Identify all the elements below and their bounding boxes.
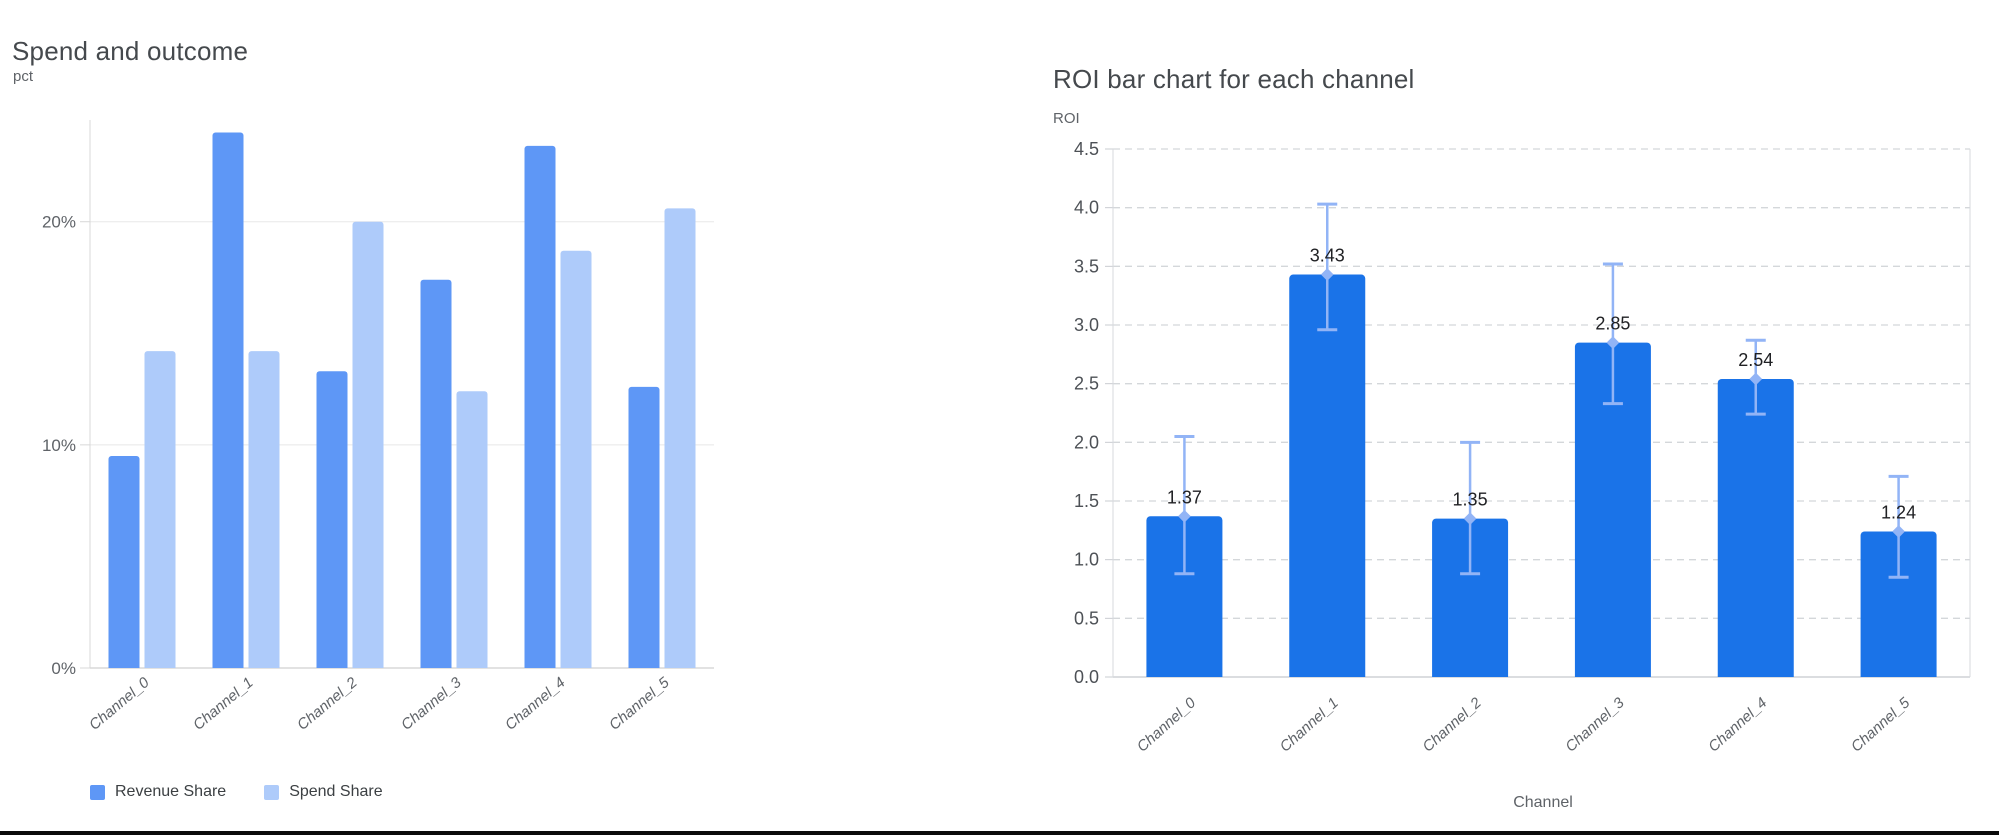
bar-roi-channel_1[interactable]	[1289, 274, 1366, 677]
bar-revenue-share-channel_1[interactable]	[212, 132, 244, 668]
y-tick-label: 4.0	[1074, 198, 1099, 218]
y-tick-label: 20%	[42, 213, 76, 232]
bar-revenue-share-channel_5[interactable]	[628, 386, 660, 668]
y-tick-label: 2.0	[1074, 432, 1099, 452]
bar-revenue-share-channel_2[interactable]	[316, 371, 348, 668]
bar-value-label: 3.43	[1310, 246, 1345, 266]
x-category-label: Channel_5	[606, 674, 673, 734]
roi-title: ROI bar chart for each channel	[1053, 63, 1415, 94]
spend-share-swatch	[264, 784, 280, 800]
y-tick-label: 0.0	[1074, 667, 1099, 687]
bar-roi-channel_0[interactable]	[1146, 516, 1223, 677]
bar-revenue-share-channel_0[interactable]	[108, 456, 140, 668]
bar-value-label: 2.85	[1595, 314, 1630, 334]
bar-roi-channel_4[interactable]	[1717, 378, 1794, 677]
y-tick-label: 3.5	[1074, 256, 1099, 276]
y-tick-label: 4.5	[1074, 139, 1099, 159]
bar-spend-share-channel_0[interactable]	[144, 351, 176, 668]
x-category-label: Channel_3	[398, 674, 465, 734]
y-tick-label: 1.0	[1074, 550, 1099, 570]
x-category-label: Channel_4	[1705, 694, 1770, 755]
roi-y-unit-label: ROI	[1053, 110, 1080, 127]
y-tick-label: 2.5	[1074, 374, 1099, 394]
bar-value-label: 2.54	[1738, 350, 1773, 370]
x-category-label: Channel_3	[1562, 694, 1628, 756]
spend-outcome-plot: 0% 10% 20% Channel_0 Channel_1 Channel_2 Chann…	[42, 120, 714, 734]
bar-revenue-share-channel_3[interactable]	[420, 279, 452, 668]
x-category-label: Channel_2	[1419, 694, 1485, 756]
spend-share-legend-label: Spend Share	[289, 783, 383, 800]
y-tick-label: 0.5	[1074, 608, 1099, 628]
spend-outcome-title: Spend and outcome	[12, 35, 249, 66]
bar-roi-channel_5[interactable]	[1860, 531, 1937, 677]
bar-spend-share-channel_1[interactable]	[248, 351, 280, 668]
bar-roi-channel_2[interactable]	[1432, 518, 1509, 677]
y-tick-label: 1.5	[1074, 491, 1099, 511]
bar-value-label: 1.37	[1167, 487, 1202, 507]
x-category-label: Channel_1	[190, 674, 257, 734]
spend-outcome-y-unit-label: pct	[13, 68, 34, 85]
y-tick-label: 0%	[51, 659, 76, 678]
bar-spend-share-channel_2[interactable]	[352, 221, 384, 669]
bar-value-label: 1.35	[1453, 490, 1488, 510]
spend-outcome-legend: Revenue Share Spend Share	[90, 783, 383, 801]
bar-roi-channel_3[interactable]	[1574, 342, 1651, 677]
error-bar-marker	[1606, 336, 1620, 349]
bar-spend-share-channel_3[interactable]	[456, 391, 488, 668]
legend-item-revenue-share: Revenue Share	[90, 783, 226, 801]
error-bar-marker	[1178, 509, 1191, 523]
revenue-share-legend-label: Revenue Share	[115, 783, 227, 800]
x-category-label: Channel_4	[502, 674, 569, 734]
x-category-label: Channel_0	[86, 674, 153, 734]
x-category-label: Channel_2	[294, 674, 361, 734]
error-bar-marker	[1892, 525, 1905, 538]
x-category-label: Channel_0	[1134, 694, 1200, 756]
y-tick-label: 10%	[42, 436, 76, 455]
roi-x-axis-title: Channel	[1513, 794, 1573, 811]
bar-revenue-share-channel_4[interactable]	[524, 145, 556, 668]
bar-spend-share-channel_5[interactable]	[664, 208, 696, 669]
x-category-label: Channel_5	[1848, 694, 1914, 756]
y-tick-label: 3.0	[1074, 315, 1099, 335]
legend-item-spend-share: Spend Share	[264, 783, 383, 801]
bar-spend-share-channel_4[interactable]	[560, 250, 592, 668]
x-category-label: Channel_1	[1277, 694, 1342, 755]
roi-plot: 0.0 0.5 1.0 1.5 2.0 2.5 3.0 3.5 4.0 4.5 1.37 Channe…	[1074, 139, 1971, 756]
revenue-share-swatch	[90, 784, 105, 800]
bottom-divider	[0, 831, 1999, 835]
bar-value-label: 1.24	[1881, 503, 1916, 523]
